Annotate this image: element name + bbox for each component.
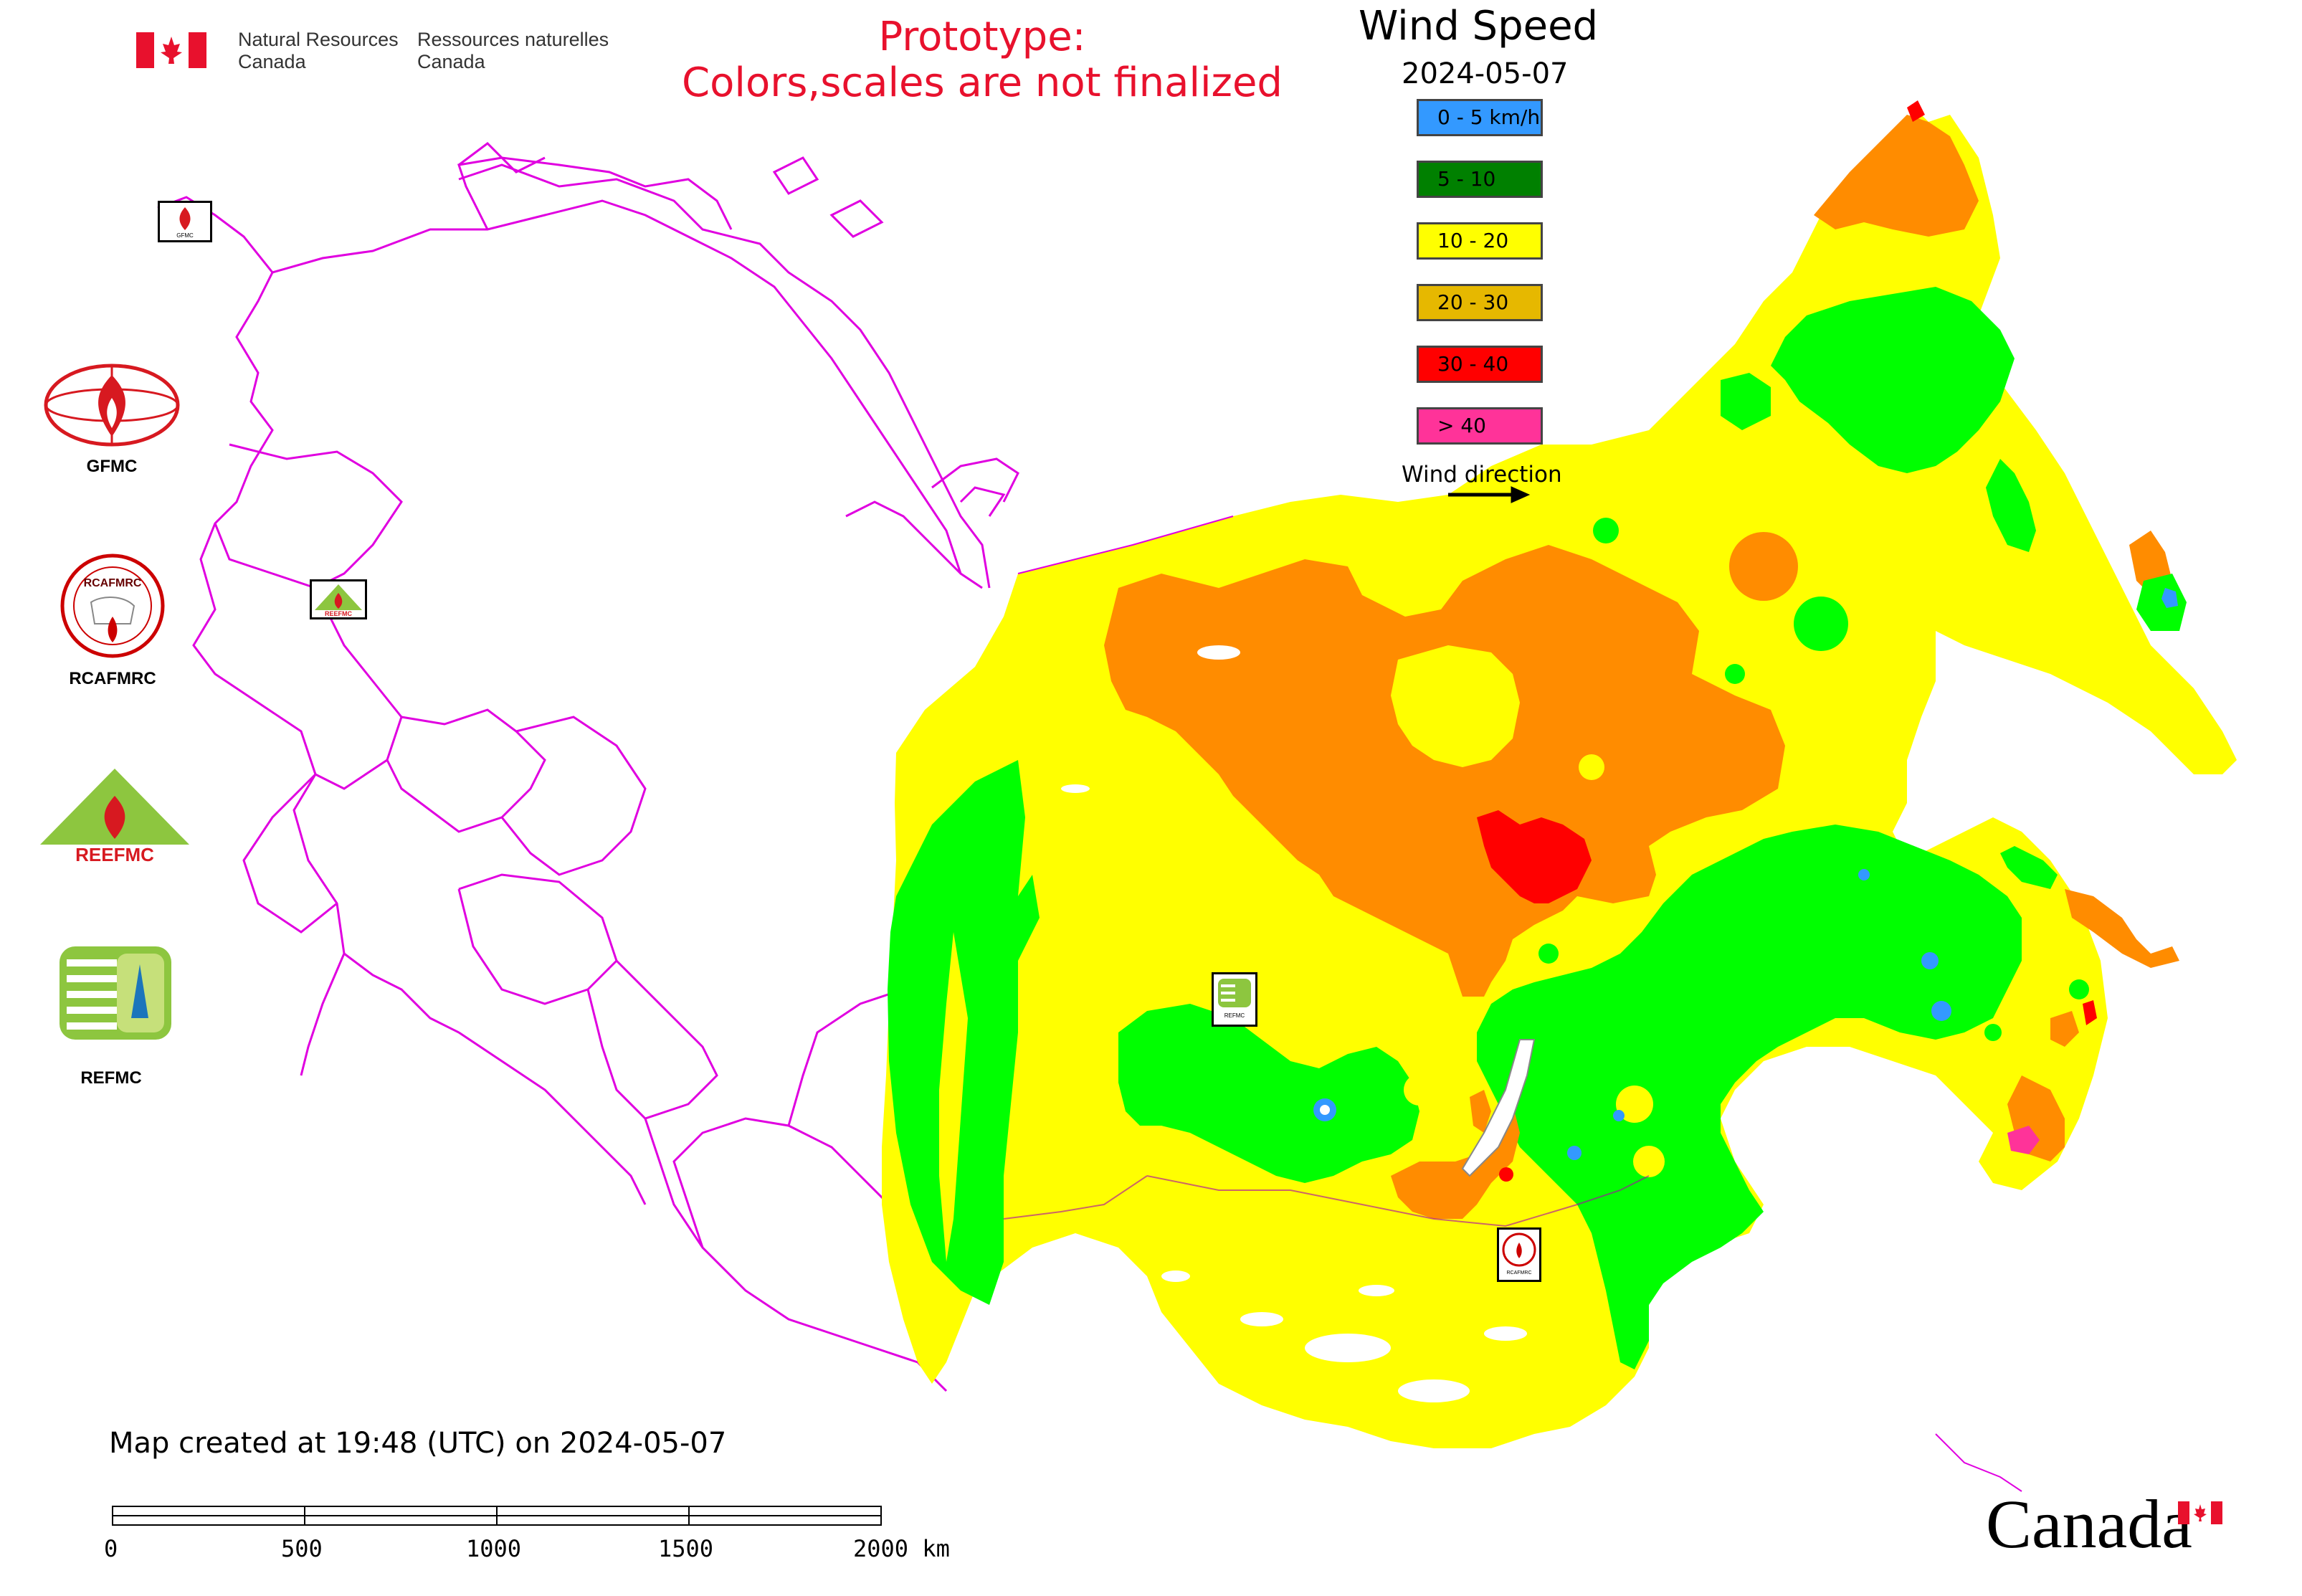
colored-coastline <box>1017 516 2022 1492</box>
rcafmrc-label: RCAFMRC <box>69 669 156 688</box>
refmc-map-badge: REFMC <box>1212 972 1257 1027</box>
gfmc-map-badge: GFMC <box>158 201 212 242</box>
nrcan-en-line2: Canada <box>238 51 306 72</box>
refmc-logo <box>60 946 171 1040</box>
reefmc-map-badge: REEFMC <box>310 579 367 619</box>
legend-item-label: 20 - 30 <box>1437 290 1509 314</box>
legend-item-10-20: 10 - 20 <box>1417 222 1543 260</box>
nrcan-fr-line2: Canada <box>417 51 485 72</box>
map-created-text: Map created at 19:48 (UTC) on 2024-05-07 <box>109 1427 727 1460</box>
svg-text:REEFMC: REEFMC <box>75 844 154 865</box>
prototype-notice: Prototype: Colors,scales are not finaliz… <box>660 14 1305 106</box>
legend-title: Wind Speed <box>1359 3 1599 49</box>
canada-wordmark-flag-icon <box>2178 1501 2222 1524</box>
canada-flag-icon <box>136 32 206 68</box>
legend-item-5-10: 5 - 10 <box>1417 161 1543 198</box>
canada-wordmark: Canada <box>1986 1486 2192 1562</box>
legend-item-label: 30 - 40 <box>1437 352 1509 376</box>
legend-item-0-5: 0 - 5 km/h <box>1417 99 1543 136</box>
nrcan-french-name: Ressources naturelles Canada <box>417 29 609 73</box>
svg-text:RCAFMRC: RCAFMRC <box>84 577 142 589</box>
prototype-line2: Colors,scales are not finalized <box>682 60 1283 106</box>
gfmc-badge-text: GFMC <box>176 232 194 239</box>
legend-item-30-40: 30 - 40 <box>1417 346 1543 383</box>
rcafmrc-badge-text: RCAFMRC <box>1507 1270 1532 1276</box>
nrcan-english-name: Natural Resources Canada <box>238 29 399 73</box>
scale-label-1000: 1000 <box>466 1535 522 1562</box>
internal-boundaries <box>1003 1175 1650 1227</box>
gfmc-logo <box>40 362 184 448</box>
legend-item-over-40: > 40 <box>1417 407 1543 445</box>
legend-item-label: 0 - 5 km/h <box>1437 105 1541 129</box>
arctic-coastline <box>458 156 1019 589</box>
legend-item-20-30: 20 - 30 <box>1417 284 1543 321</box>
wind-direction-arrow <box>1448 486 1531 503</box>
gfmc-label: GFMC <box>86 457 138 476</box>
country-boundaries <box>157 142 983 1392</box>
rcafmrc-logo: RCAFMRC <box>59 552 166 660</box>
scale-label-1500: 1500 <box>658 1535 714 1562</box>
legend-date: 2024-05-07 <box>1402 57 1569 90</box>
reefmc-badge-text: REEFMC <box>325 610 353 617</box>
rcafmrc-map-badge: RCAFMRC <box>1497 1227 1541 1282</box>
lakes <box>1061 645 1527 1402</box>
legend-item-label: > 40 <box>1437 414 1486 437</box>
refmc-label: REFMC <box>80 1068 142 1088</box>
refmc-badge-text: REFMC <box>1224 1012 1245 1019</box>
scale-label-500: 500 <box>281 1535 323 1562</box>
scale-label-2000: 2000 km <box>853 1535 950 1562</box>
nrcan-en-line1: Natural Resources <box>238 29 399 50</box>
reefmc-logo: REEFMC <box>37 767 192 868</box>
scale-label-0: 0 <box>104 1535 118 1562</box>
wind-field <box>882 100 2237 1448</box>
legend-item-label: 5 - 10 <box>1437 167 1496 191</box>
wind-direction-label: Wind direction <box>1402 462 1562 488</box>
prototype-line1: Prototype: <box>878 14 1086 60</box>
legend-item-label: 10 - 20 <box>1437 229 1509 252</box>
nrcan-fr-line1: Ressources naturelles <box>417 29 609 50</box>
scale-bar <box>112 1506 882 1526</box>
